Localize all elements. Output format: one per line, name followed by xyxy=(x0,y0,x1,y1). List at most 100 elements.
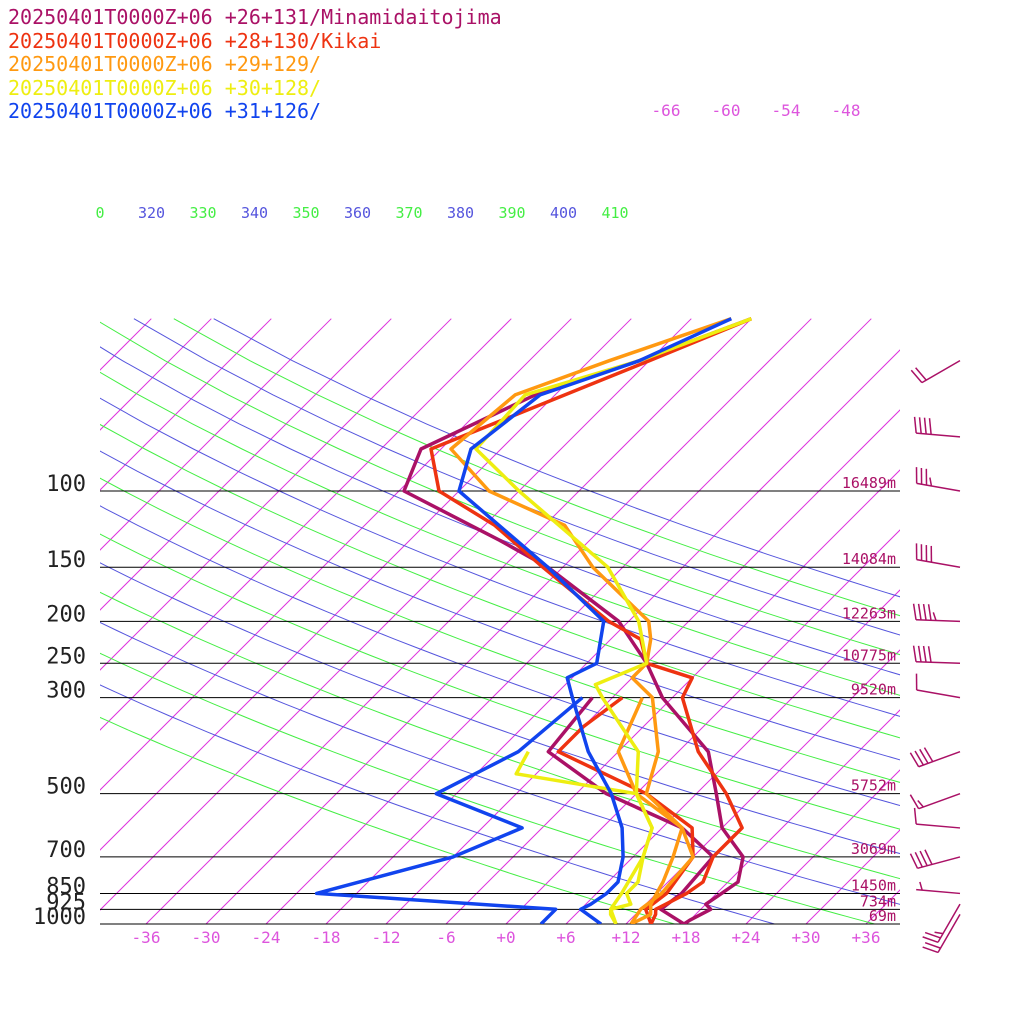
temperature-profile xyxy=(402,317,752,924)
isotherm-line xyxy=(0,319,31,924)
height-label: 12263m xyxy=(842,604,896,622)
wind-barb-feather xyxy=(917,800,924,808)
wind-barb-feather xyxy=(919,748,929,764)
isotherm-top-label: -48 xyxy=(832,101,861,120)
wind-barb-shaft xyxy=(916,432,961,438)
wind-barb-feather xyxy=(919,881,923,891)
height-label: 734m xyxy=(860,892,896,910)
wind-barb-feather xyxy=(922,936,939,943)
isotherm-line xyxy=(986,319,1024,924)
height-label: 14084m xyxy=(842,550,896,568)
wind-barb xyxy=(922,903,961,943)
temperature-profile xyxy=(474,317,752,924)
temperature-tick-label: +36 xyxy=(852,928,881,947)
height-label: 9520m xyxy=(851,681,896,699)
theta-label: 400 xyxy=(550,204,577,222)
temperature-profile xyxy=(429,317,752,924)
isotherm-line xyxy=(685,709,900,924)
height-label: 3069m xyxy=(851,840,896,858)
wind-barb xyxy=(915,543,961,568)
wind-barb xyxy=(909,849,961,870)
isotherm-line xyxy=(100,318,212,431)
wind-barb-feather xyxy=(914,852,924,868)
isotherm-line xyxy=(100,318,272,491)
legend-item: 20250401T0000Z+06 +29+129/ xyxy=(8,52,322,76)
wind-barb-feather xyxy=(919,850,928,867)
wind-barb-shaft xyxy=(937,903,961,943)
wind-barb-shaft xyxy=(918,792,961,810)
wind-barb-feather xyxy=(912,645,917,662)
temperature-tick-label: -24 xyxy=(252,928,281,947)
wind-barb xyxy=(915,673,961,699)
wind-barb xyxy=(912,645,961,665)
temperature-tick-label: +24 xyxy=(732,928,761,947)
wind-barb-feather xyxy=(917,603,922,621)
wind-barb-feather xyxy=(909,752,920,768)
temperature-profile xyxy=(457,317,733,924)
theta-label: 390 xyxy=(498,204,525,222)
wind-barb-feather xyxy=(923,747,934,762)
temperature-tick-label: -6 xyxy=(436,928,455,947)
wind-barb xyxy=(922,913,961,954)
wind-barb-feather xyxy=(922,603,927,621)
sounding-profiles xyxy=(314,317,752,924)
theta-label: 410 xyxy=(601,204,628,222)
wind-barb-feather xyxy=(934,931,944,935)
axis-labels: 100 16489m 150 14084m 200 12263m 250 10775m 300 9… xyxy=(33,101,896,947)
wind-barb-feather xyxy=(910,369,923,384)
wind-barb-shaft xyxy=(916,888,961,895)
pressure-label: 925 xyxy=(46,890,86,915)
wind-barb xyxy=(913,807,961,829)
wind-barb-feather xyxy=(924,931,941,939)
dewpoint-profile xyxy=(514,750,654,924)
wind-barbs xyxy=(909,360,961,954)
dewpoint-profile xyxy=(314,696,584,924)
pressure-label: 850 xyxy=(46,874,86,899)
wind-barb-feather xyxy=(915,367,927,381)
wind-barb xyxy=(909,792,961,810)
theta-label: 340 xyxy=(241,204,268,222)
wind-barb xyxy=(916,881,961,895)
legend-item: 20250401T0000Z+06 +30+128/ xyxy=(8,75,322,100)
wind-barb-feather xyxy=(932,612,937,621)
isotherm-line xyxy=(745,769,900,924)
pressure-isobars xyxy=(100,490,900,925)
temperature-tick-label: -36 xyxy=(132,928,161,947)
theta-label: 350 xyxy=(292,204,319,222)
pressure-label: 250 xyxy=(46,644,86,669)
legend: 20250401T0000Z+06 +26+131/Minamidaitojim… xyxy=(8,5,502,124)
isotherm-line xyxy=(100,318,392,611)
wind-barb-shaft xyxy=(917,856,961,870)
wind-barb xyxy=(909,747,961,768)
wind-barb-feather xyxy=(912,603,917,620)
wind-barb-feather xyxy=(927,646,932,663)
theta-label: 370 xyxy=(395,204,422,222)
theta-label: 330 xyxy=(189,204,216,222)
wind-barb xyxy=(913,416,961,438)
wind-barb-shaft xyxy=(921,360,961,384)
wind-barb xyxy=(915,467,961,492)
pressure-label: 100 xyxy=(46,472,86,497)
temperature-tick-label: +18 xyxy=(672,928,701,947)
dry-adiabat-line xyxy=(100,621,900,905)
pressure-label: 300 xyxy=(46,679,86,704)
temperature-tick-label: +6 xyxy=(556,928,575,947)
pressure-label: 200 xyxy=(46,602,86,627)
legend-item: 20250401T0000Z+06 +26+131/Minamidaitojim… xyxy=(8,5,502,29)
wind-barb-shaft xyxy=(937,913,961,953)
wind-barb-feather xyxy=(913,807,917,825)
wind-barb xyxy=(912,603,961,623)
wind-barb-feather xyxy=(918,417,922,434)
height-label: 5752m xyxy=(851,777,896,795)
theta-label: 320 xyxy=(138,204,165,222)
dewpoint-profile xyxy=(616,696,695,924)
wind-barb-feather xyxy=(922,946,939,954)
temperature-tick-label: -18 xyxy=(312,928,341,947)
legend-item: 20250401T0000Z+06 +28+130/Kikai xyxy=(8,28,382,53)
theta-label: 380 xyxy=(447,204,474,222)
legend-item: 20250401T0000Z+06 +31+126/ xyxy=(8,99,322,123)
wind-barb-feather xyxy=(913,416,917,434)
theta-label: 360 xyxy=(344,204,371,222)
wind-barb-feather xyxy=(927,604,932,621)
